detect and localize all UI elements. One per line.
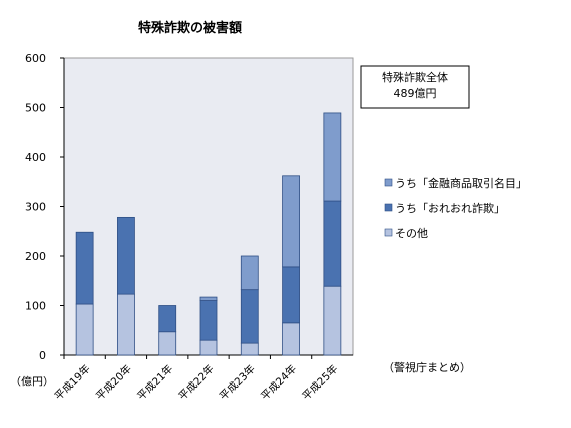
y-axis-unit-label: （億円） — [10, 375, 54, 388]
x-axis: 平成19年 平成20年 平成21年 平成22年 平成23年 平成24年 平成25年 — [52, 354, 353, 403]
y-tick-label: 100 — [25, 300, 46, 313]
bar-segment — [240, 255, 259, 291]
bar-segment — [158, 331, 177, 356]
y-axis: 0 100 200 300 400 500 600 — [25, 52, 65, 362]
bar-segment — [117, 293, 135, 356]
bar-segment — [282, 175, 300, 268]
y-tick-label: 200 — [25, 250, 46, 263]
legend-swatch — [384, 178, 393, 187]
y-tick-label: 300 — [25, 201, 46, 214]
bar-segment — [117, 216, 135, 295]
x-tick-label: 平成21年 — [134, 362, 175, 403]
bar-segment — [199, 300, 218, 341]
y-tick-label: 0 — [39, 349, 46, 362]
y-tick-label: 600 — [25, 52, 46, 65]
chart-title: 特殊詐欺の被害額 — [138, 20, 242, 36]
bar-segment — [75, 231, 94, 305]
bar-segment — [199, 296, 218, 301]
legend-label: その他 — [395, 227, 428, 240]
legend-swatch — [384, 203, 393, 212]
bar-segment — [282, 266, 300, 324]
x-tick-label: 平成23年 — [217, 362, 258, 403]
x-tick-label: 平成22年 — [176, 362, 217, 403]
x-tick-label: 平成20年 — [93, 362, 134, 403]
bar-segment — [323, 200, 342, 287]
total-box-line1: 特殊詐欺全体 — [382, 70, 448, 84]
total-annotation-box: 特殊詐欺全体 489億円 — [360, 65, 470, 109]
bar-segment — [75, 303, 94, 356]
bar-segment — [199, 339, 218, 356]
bar-segment — [240, 342, 259, 356]
bar-segment — [323, 285, 342, 356]
total-box-line2: 489億円 — [394, 87, 437, 100]
x-tick-label: 平成19年 — [52, 362, 93, 403]
bar-segment — [158, 305, 177, 333]
bar-segment — [282, 322, 300, 356]
x-tick-label: 平成25年 — [300, 362, 341, 403]
legend-label: うち「金融商品取引名目」 — [395, 176, 527, 190]
bar-segment — [323, 112, 342, 202]
x-tick-label: 平成24年 — [258, 362, 299, 403]
y-tick-label: 500 — [25, 102, 46, 115]
legend-swatch — [384, 228, 393, 237]
legend-label: うち「おれおれ詐欺」 — [395, 201, 505, 215]
bars — [75, 112, 342, 356]
legend: うち「金融商品取引名目」うち「おれおれ詐欺」その他 — [384, 176, 527, 240]
bar-segment — [240, 289, 259, 344]
source-note: （警視庁まとめ） — [383, 360, 471, 374]
y-tick-label: 400 — [25, 151, 46, 164]
